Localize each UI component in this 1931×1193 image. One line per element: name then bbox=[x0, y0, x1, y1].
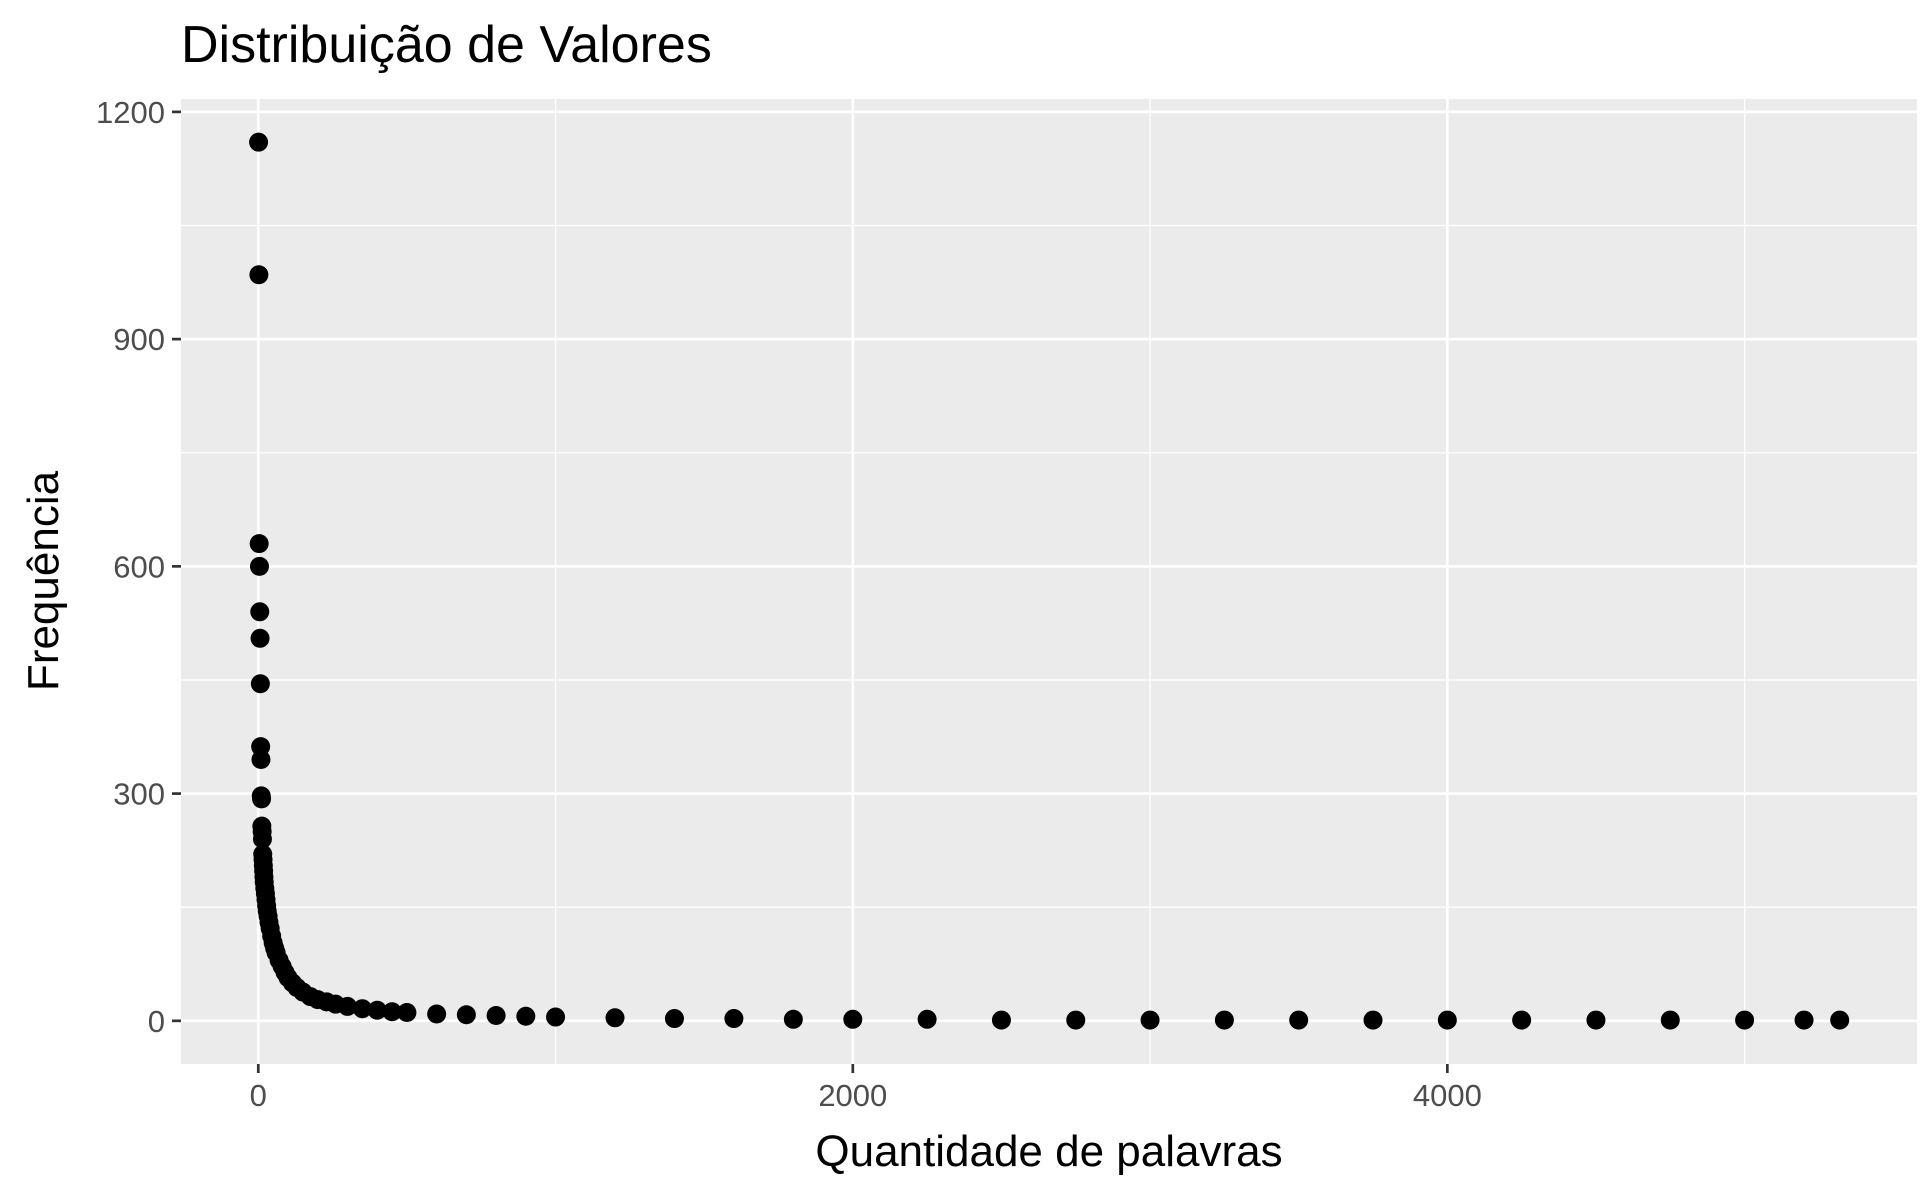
data-point bbox=[1140, 1010, 1160, 1030]
y-tick-label: 1200 bbox=[96, 95, 165, 130]
axes: 0 2000 4000 0 300 600 900 1200 bbox=[96, 95, 1482, 1113]
data-point bbox=[605, 1008, 625, 1028]
x-tick-label: 2000 bbox=[818, 1078, 887, 1113]
data-point bbox=[1289, 1010, 1309, 1030]
data-point bbox=[397, 1002, 417, 1022]
data-points bbox=[249, 132, 1850, 1030]
data-point bbox=[337, 996, 357, 1016]
data-point bbox=[664, 1009, 684, 1029]
data-point bbox=[249, 132, 269, 152]
data-point bbox=[249, 265, 269, 285]
data-point bbox=[249, 534, 269, 554]
y-tick-label: 600 bbox=[113, 549, 165, 584]
x-axis-title: Quantidade de palavras bbox=[815, 1127, 1282, 1176]
data-point bbox=[251, 750, 271, 770]
y-tick-label: 0 bbox=[148, 1004, 165, 1039]
plot-panel bbox=[181, 99, 1917, 1064]
data-point bbox=[252, 789, 272, 809]
data-point bbox=[991, 1010, 1011, 1030]
data-point bbox=[1512, 1010, 1532, 1030]
data-point bbox=[249, 556, 269, 576]
data-point bbox=[1437, 1010, 1457, 1030]
data-point bbox=[546, 1007, 566, 1027]
x-tick-label: 4000 bbox=[1413, 1078, 1482, 1113]
data-point bbox=[843, 1009, 863, 1029]
y-axis-title: Frequência bbox=[19, 470, 68, 691]
data-point bbox=[367, 1000, 387, 1020]
chart-title: Distribuição de Valores bbox=[181, 16, 712, 74]
data-point bbox=[724, 1009, 744, 1029]
data-point bbox=[516, 1006, 536, 1026]
data-point bbox=[1735, 1010, 1755, 1030]
y-tick-label: 900 bbox=[113, 322, 165, 357]
data-point bbox=[252, 829, 272, 849]
data-point bbox=[382, 1002, 402, 1022]
data-point bbox=[427, 1004, 447, 1024]
data-point bbox=[486, 1006, 506, 1026]
data-point bbox=[917, 1009, 937, 1029]
y-tick-label: 300 bbox=[113, 777, 165, 812]
data-point bbox=[1794, 1010, 1814, 1030]
data-point bbox=[783, 1009, 803, 1029]
data-point bbox=[456, 1005, 476, 1025]
data-point bbox=[250, 628, 270, 648]
data-point bbox=[250, 674, 270, 694]
data-point bbox=[250, 602, 270, 622]
data-point bbox=[1214, 1010, 1234, 1030]
data-point bbox=[1660, 1010, 1680, 1030]
data-point bbox=[1363, 1010, 1383, 1030]
x-tick-label: 0 bbox=[250, 1078, 267, 1113]
data-point bbox=[1586, 1010, 1606, 1030]
data-point bbox=[1066, 1010, 1086, 1030]
data-point bbox=[352, 999, 372, 1019]
data-point bbox=[1830, 1010, 1850, 1030]
